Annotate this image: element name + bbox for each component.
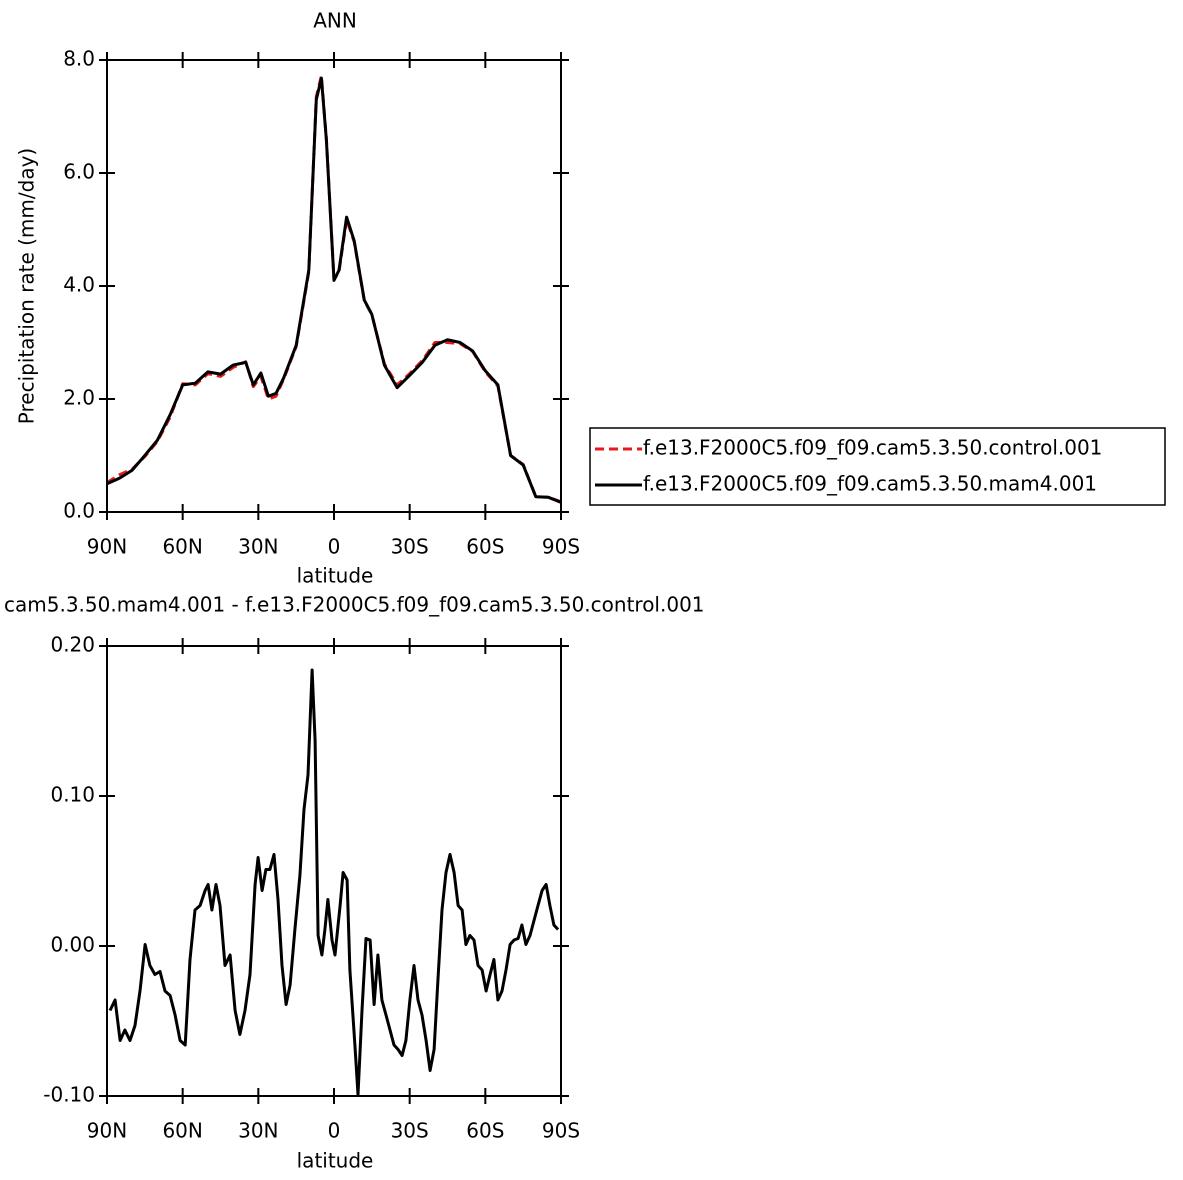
x-tick-label: 30N <box>238 535 278 559</box>
data-line <box>106 74 562 504</box>
y-tick-label: 0.00 <box>50 933 95 957</box>
y-tick-label: 0.20 <box>50 633 95 657</box>
x-tick-label: 90S <box>542 1119 580 1143</box>
x-tick-label: 60N <box>162 1119 202 1143</box>
y-tick-label: -0.10 <box>43 1083 95 1107</box>
x-tick-label: 60S <box>466 1119 504 1143</box>
chart-title: cam5.3.50.mam4.001 - f.e13.F2000C5.f09_f… <box>4 593 705 617</box>
x-tick-label: 0 <box>328 1119 341 1143</box>
x-tick-label: 30S <box>391 1119 429 1143</box>
y-tick-label: 0.10 <box>50 783 95 807</box>
legend-box <box>589 427 1166 506</box>
x-tick-label: 0 <box>328 535 341 559</box>
y-axis-label: Precipitation rate (mm/day) <box>15 148 39 424</box>
x-tick-label: 60N <box>162 535 202 559</box>
x-tick-label: 30S <box>391 535 429 559</box>
x-axis-label: latitude <box>297 564 374 588</box>
y-tick-label: 6.0 <box>63 160 95 184</box>
y-tick-label: 0.0 <box>63 499 95 523</box>
x-tick-label: 90S <box>542 535 580 559</box>
x-tick-label: 90N <box>87 1119 127 1143</box>
x-tick-label: 60S <box>466 535 504 559</box>
data-line <box>106 76 562 504</box>
x-tick-label: 90N <box>87 535 127 559</box>
x-tick-label: 30N <box>238 1119 278 1143</box>
data-line <box>108 668 560 1096</box>
x-axis-label: latitude <box>297 1149 374 1173</box>
y-tick-label: 2.0 <box>63 386 95 410</box>
plot-frame <box>106 645 562 1097</box>
legend-label: f.e13.F2000C5.f09_f09.cam5.3.50.mam4.001 <box>643 472 1097 496</box>
chart-title: ANN <box>313 9 357 33</box>
y-tick-label: 8.0 <box>63 47 95 71</box>
legend-label: f.e13.F2000C5.f09_f09.cam5.3.50.control.… <box>643 436 1102 460</box>
y-tick-label: 4.0 <box>63 273 95 297</box>
plot-frame <box>106 59 562 513</box>
